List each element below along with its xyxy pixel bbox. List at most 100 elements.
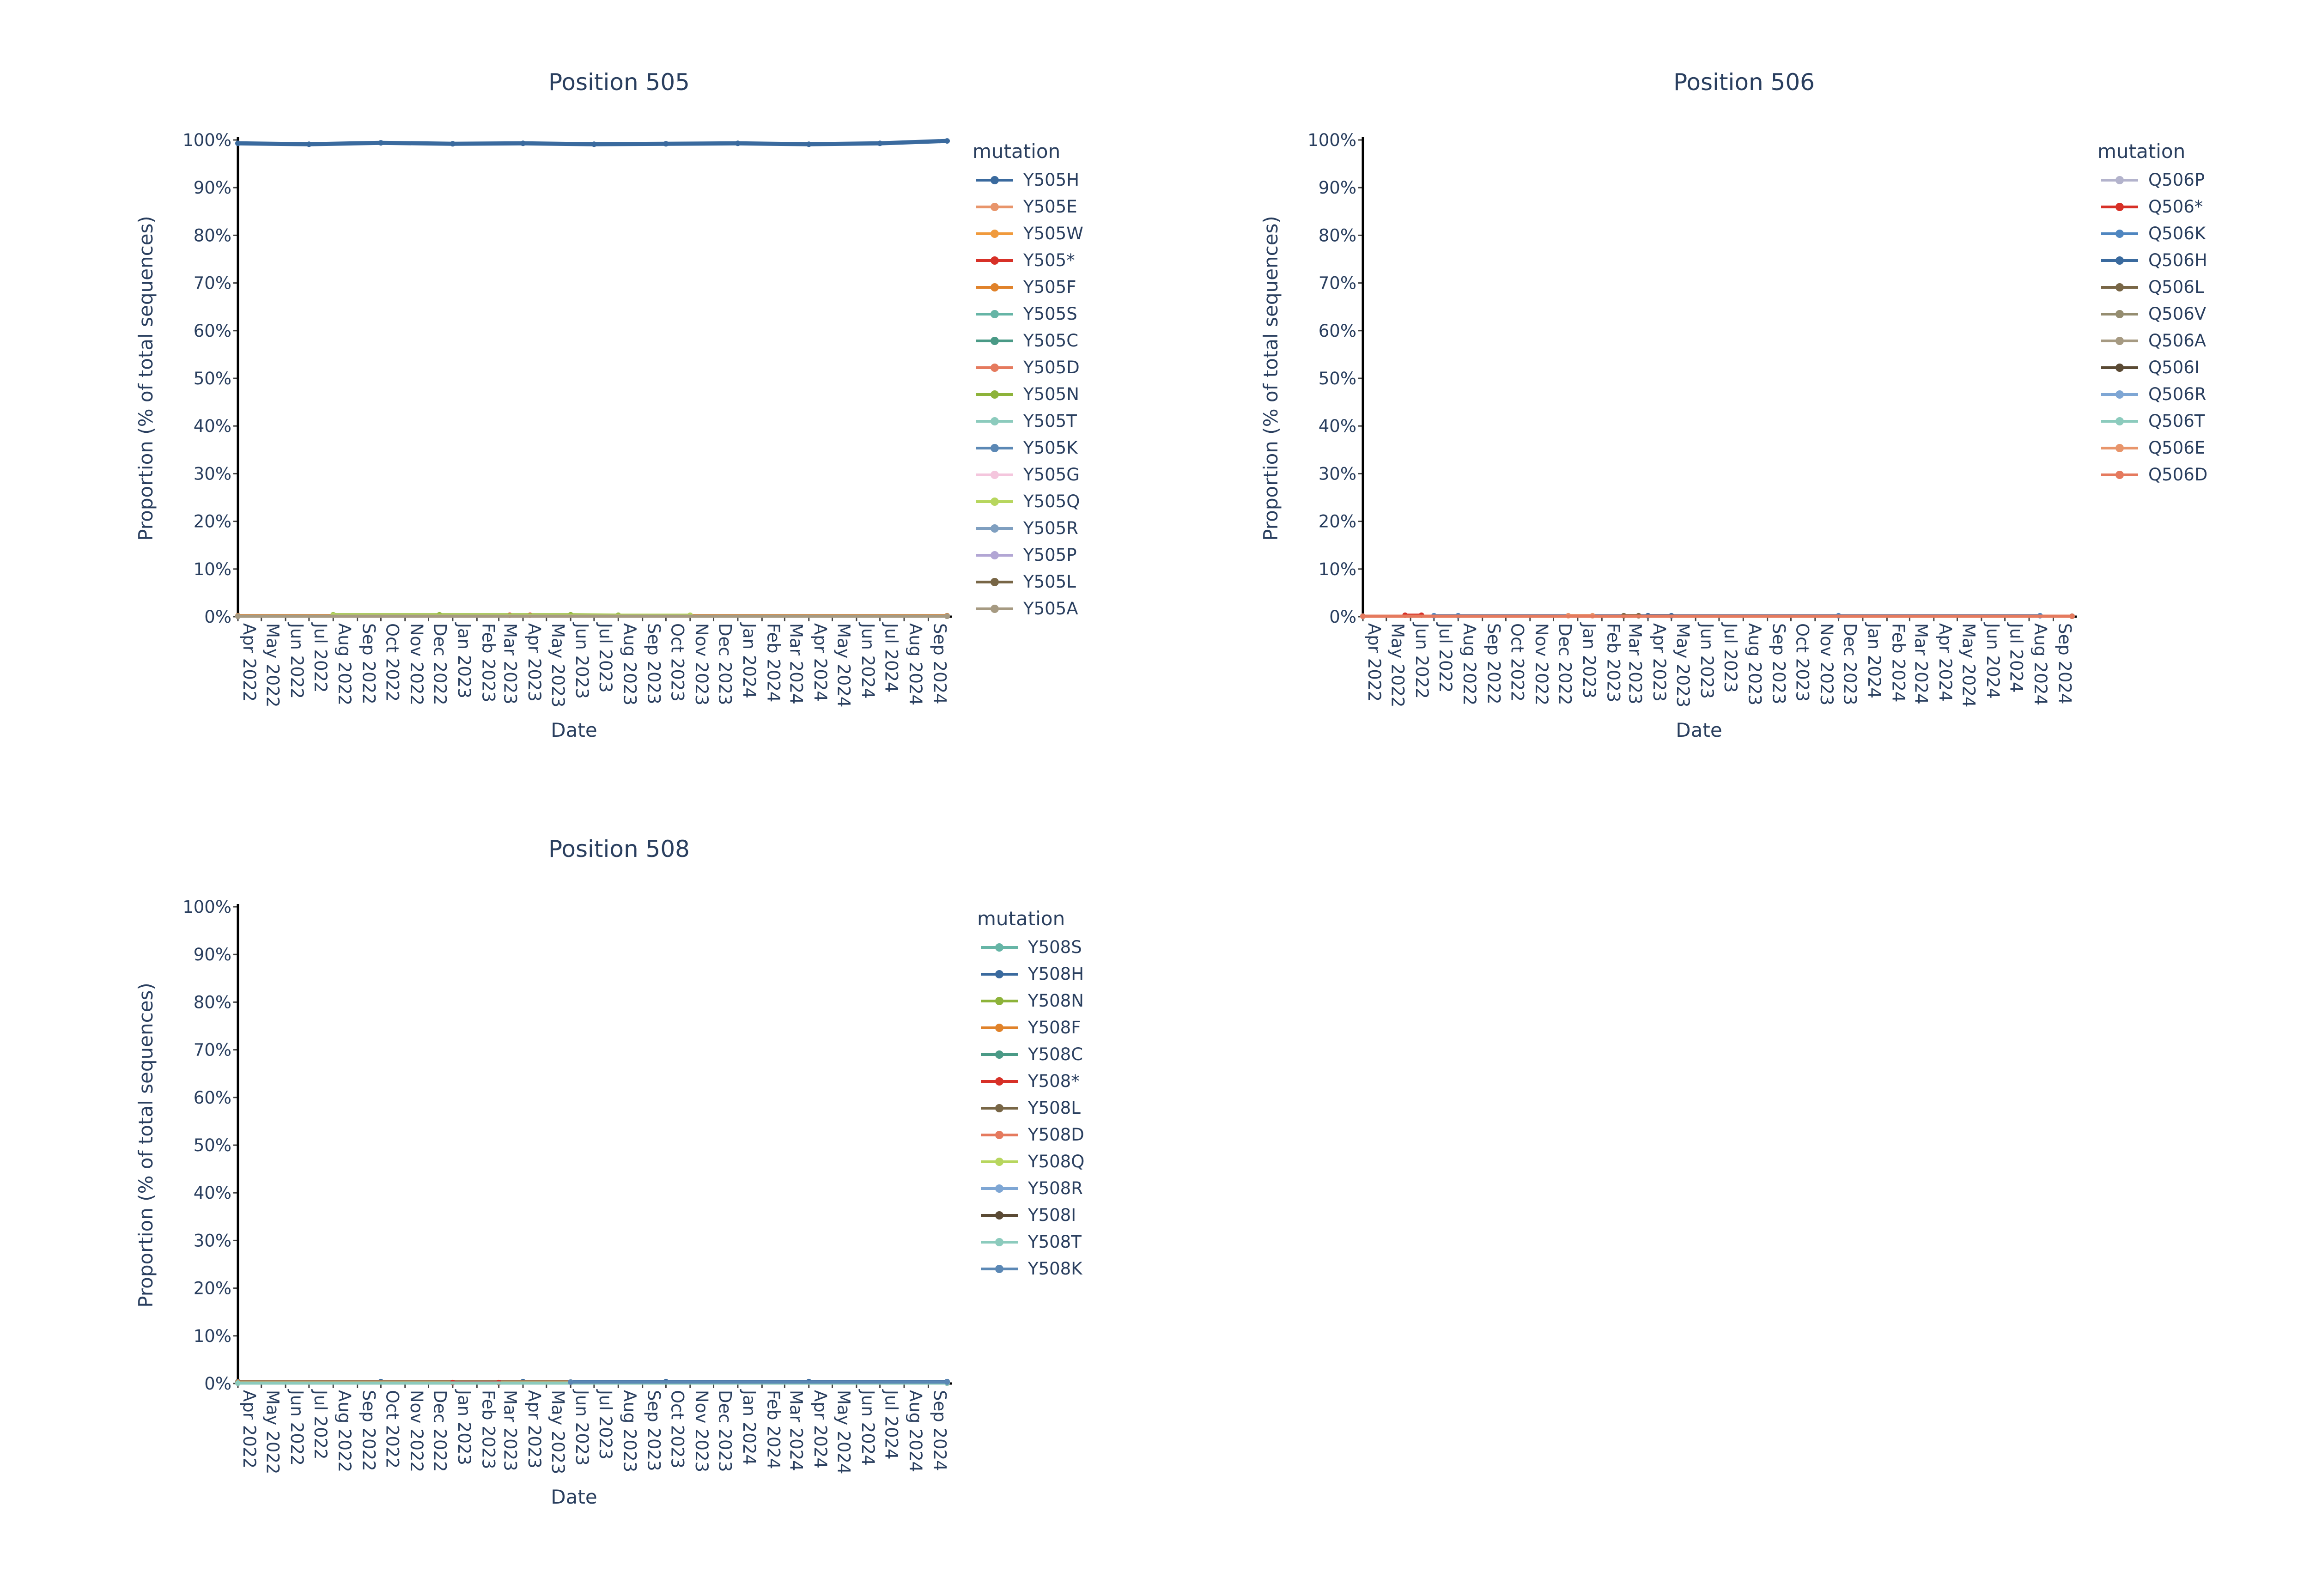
legend-swatch-marker <box>2115 417 2124 425</box>
x-tick-label: May 2022 <box>263 1390 283 1474</box>
x-tick-label: Mar 2024 <box>1911 623 1931 704</box>
x-tick-label: Dec 2022 <box>1555 623 1574 705</box>
legend-swatch-marker <box>991 471 999 479</box>
legend-swatch-marker <box>995 943 1003 952</box>
legend-label: Y505L <box>1023 572 1076 592</box>
legend-swatch-marker <box>995 1211 1003 1220</box>
legend-label: Y508S <box>1027 937 1082 957</box>
legend-label: Q506H <box>2148 250 2207 270</box>
data-point <box>944 138 950 144</box>
legend-label: Q506K <box>2148 224 2207 243</box>
x-tick-label: Jun 2022 <box>1412 622 1432 699</box>
x-tick-label: Aug 2023 <box>1745 623 1764 705</box>
y-tick-label: 100% <box>182 130 231 150</box>
x-tick-label: Aug 2024 <box>906 1390 925 1472</box>
x-tick-label: Jul 2023 <box>596 1389 615 1460</box>
data-point <box>1360 613 1366 619</box>
legend-item: Y508I <box>981 1205 1076 1225</box>
legend-item: Q506H <box>2101 250 2207 270</box>
x-tick-label: Sep 2023 <box>1769 623 1789 704</box>
x-tick-label: Nov 2022 <box>407 623 426 705</box>
x-tick-label: Apr 2024 <box>1935 623 1955 702</box>
legend-label: Q506A <box>2148 331 2206 351</box>
x-tick-label: Aug 2023 <box>620 1390 639 1472</box>
legend-label: Y508Q <box>1027 1152 1084 1171</box>
x-tick-label: Oct 2023 <box>667 623 687 702</box>
legend-swatch-marker <box>2115 176 2124 184</box>
legend-item: Y508K <box>981 1259 1083 1279</box>
legend-label: Y505D <box>1023 358 1080 377</box>
x-tick-label: Feb 2023 <box>478 1390 498 1469</box>
series-Y505H <box>235 138 950 147</box>
x-tick-label: Dec 2023 <box>1840 623 1860 705</box>
legend-item: Y508N <box>981 991 1084 1011</box>
legend-swatch-marker <box>991 310 999 318</box>
legend-item: Y508D <box>981 1125 1084 1145</box>
x-tick-label: Apr 2022 <box>1364 623 1384 702</box>
x-tick-label: Sep 2022 <box>359 1390 379 1471</box>
x-tick-label: Nov 2022 <box>1532 623 1551 705</box>
y-tick-label: 50% <box>1319 369 1356 388</box>
x-tick-label: Sep 2024 <box>930 1390 949 1471</box>
legend-item: Q506L <box>2101 277 2204 297</box>
x-tick-label: Feb 2024 <box>1888 623 1908 702</box>
x-tick-label: Jul 2024 <box>881 1389 901 1460</box>
x-tick-label: Feb 2023 <box>478 623 498 702</box>
legend-label: Y508N <box>1027 991 1084 1011</box>
legend-item: Q506R <box>2101 384 2206 404</box>
x-tick-label: Jul 2024 <box>881 622 901 693</box>
x-tick-label: Oct 2022 <box>382 623 402 702</box>
legend-label: Y508R <box>1027 1178 1083 1198</box>
legend-swatch-marker <box>995 1265 1003 1273</box>
data-point <box>944 613 950 619</box>
legend-swatch-marker <box>991 551 999 559</box>
legend-label: Q506P <box>2148 170 2205 190</box>
legend-swatch-marker <box>995 1050 1003 1059</box>
legend-item: Q506P <box>2101 170 2205 190</box>
legend-swatch-marker <box>2115 337 2124 345</box>
legend-item: Q506K <box>2101 224 2207 243</box>
y-tick-label: 60% <box>194 321 231 341</box>
x-tick-label: Jul 2022 <box>310 1389 330 1460</box>
x-tick-label: Apr 2023 <box>524 623 544 702</box>
x-tick-label: Dec 2022 <box>430 623 450 705</box>
y-tick-label: 30% <box>194 1231 231 1250</box>
legend-swatch-marker <box>991 444 999 452</box>
legend-swatch-marker <box>2115 283 2124 291</box>
x-tick-label: Jul 2024 <box>2006 622 2026 693</box>
x-tick-label: Aug 2024 <box>906 623 925 705</box>
legend-swatch-marker <box>995 1238 1003 1246</box>
legend-item: Y505C <box>976 331 1078 351</box>
y-tick-label: 60% <box>194 1088 231 1108</box>
legend-label: Y505P <box>1023 545 1077 565</box>
x-tick-label: Oct 2023 <box>667 1390 687 1469</box>
legend-label: Y505R <box>1023 518 1078 538</box>
x-tick-label: Jun 2024 <box>1983 622 2003 699</box>
y-tick-label: 0% <box>204 1374 231 1394</box>
data-point <box>450 141 456 147</box>
y-tick-label: 40% <box>1319 416 1356 436</box>
y-tick-label: 80% <box>194 225 231 245</box>
legend-label: Y505A <box>1023 599 1078 619</box>
legend-item: Q506I <box>2101 358 2200 377</box>
x-tick-label: Jun 2023 <box>572 622 592 699</box>
legend-swatch-marker <box>2115 203 2124 211</box>
x-tick-label: May 2023 <box>548 1390 568 1474</box>
y-tick-label: 100% <box>182 897 231 917</box>
x-tick-label: Oct 2023 <box>1792 623 1812 702</box>
x-tick-label: Jun 2024 <box>858 622 878 699</box>
legend-swatch-marker <box>995 970 1003 978</box>
legend-label: Y508F <box>1027 1018 1081 1038</box>
legend-item: Y505R <box>976 518 1078 538</box>
legend-item: Y505G <box>976 465 1080 485</box>
legend-swatch-marker <box>991 256 999 265</box>
data-point <box>944 1379 950 1385</box>
x-tick-label: Jan 2024 <box>739 622 759 698</box>
legend-label: Y508H <box>1027 964 1084 984</box>
legend-title: mutation <box>2097 140 2185 163</box>
x-tick-label: Sep 2024 <box>930 623 949 704</box>
x-tick-label: Jun 2023 <box>1697 622 1717 699</box>
x-axis-label: Date <box>551 719 597 741</box>
x-tick-label: May 2024 <box>833 1390 853 1474</box>
